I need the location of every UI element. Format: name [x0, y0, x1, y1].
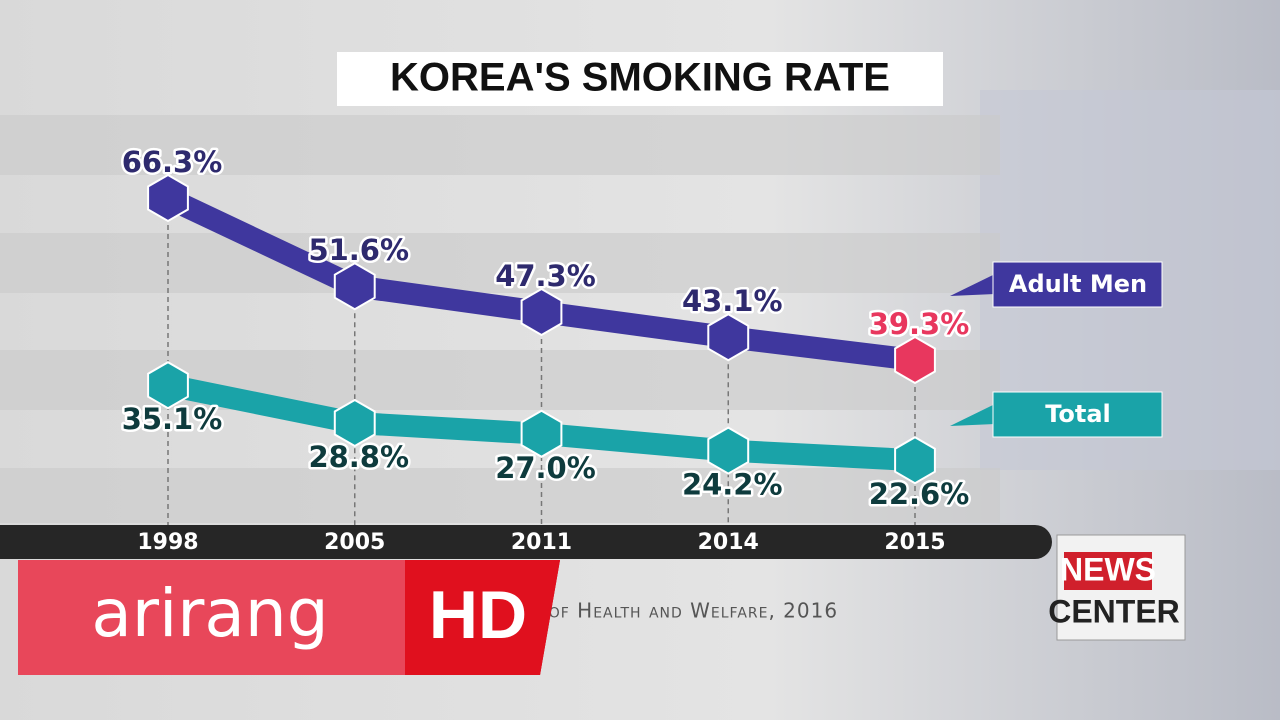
x-tick-label: 2005	[324, 530, 385, 555]
legend-label: Total	[1045, 400, 1111, 428]
x-tick-label: 1998	[137, 530, 198, 555]
axis-bar	[0, 525, 1052, 559]
legend-pointer	[950, 274, 995, 296]
show-name-bottom: CENTER	[1048, 593, 1180, 629]
hd-label: HD	[429, 577, 527, 653]
show-name-top: NEWS	[1060, 551, 1156, 587]
stripe	[0, 468, 1000, 523]
stripe	[0, 233, 1000, 293]
data-point	[147, 173, 189, 223]
value-label: 39.3%	[869, 307, 970, 341]
data-point	[707, 313, 750, 362]
legend-tag	[992, 391, 1163, 438]
legend-label: Adult Men	[1009, 270, 1147, 298]
value-label: 22.6%	[869, 477, 970, 511]
source-end: ry of Health and Welfare, 2016	[522, 599, 838, 623]
x-tick-label: 2011	[511, 530, 572, 555]
channel-logo: arirang	[91, 575, 328, 652]
value-label: 43.1%	[682, 284, 783, 318]
legend-pointer	[950, 404, 995, 426]
data-point	[894, 335, 936, 385]
x-tick-label: 2014	[698, 530, 759, 555]
data-point	[520, 287, 563, 337]
logo-cover	[18, 560, 405, 675]
x-tick-label: 2015	[884, 530, 945, 555]
show-logo-red	[1064, 552, 1152, 590]
hd-block-cover	[405, 560, 560, 675]
value-label: 27.0%	[495, 451, 596, 485]
data-point	[147, 361, 189, 410]
title-box	[337, 52, 943, 106]
value-label: 51.6%	[308, 233, 409, 267]
data-point	[333, 262, 376, 311]
value-label: 47.3%	[495, 259, 596, 293]
data-point	[520, 409, 563, 458]
value-label: 28.8%	[308, 440, 409, 474]
data-point	[707, 426, 750, 475]
data-point	[894, 436, 936, 485]
stripe	[0, 115, 1000, 175]
plot-area: 1998 2005 2011 2014 2015 66.3% 51.6% 47.3% 43.1%…	[119, 143, 1163, 555]
chart-title: KOREA'S SMOKING RATE	[390, 56, 890, 100]
value-label: 66.3%	[122, 145, 223, 179]
legend-tag	[992, 261, 1163, 308]
value-label: 24.2%	[682, 468, 783, 502]
value-label: 35.1%	[122, 402, 223, 436]
data-point	[333, 398, 376, 448]
